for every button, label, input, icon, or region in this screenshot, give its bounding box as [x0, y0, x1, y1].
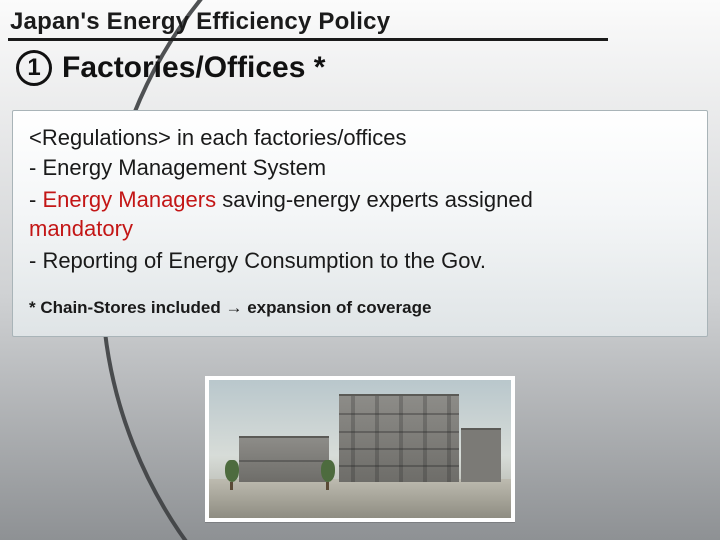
regulations-panel: <Regulations> in each factories/offices … — [12, 110, 708, 337]
photo-building — [461, 428, 501, 482]
photo-building — [239, 436, 329, 482]
bullet-item: - Energy Managers saving-energy experts … — [29, 185, 691, 244]
regulations-tail: in each factories/offices — [171, 125, 407, 150]
bullet-mid: saving-energy experts assigned — [216, 187, 533, 212]
bullet-prefix: - — [29, 187, 42, 212]
photo-tree-icon — [225, 460, 239, 482]
bullet-list: - Energy Management System - Energy Mana… — [29, 153, 691, 276]
circled-number-icon: 1 — [16, 50, 52, 86]
photo-frame — [205, 376, 515, 522]
photo-ground — [209, 479, 511, 518]
title-underline — [8, 38, 608, 41]
slide: Japan's Energy Efficiency Policy 1 Facto… — [0, 0, 720, 540]
bullet-item: - Reporting of Energy Consumption to the… — [29, 246, 691, 276]
factory-photo-placeholder — [209, 380, 511, 518]
highlight-text: Energy Managers — [42, 187, 216, 212]
section-heading-text: Factories/Offices * — [62, 51, 325, 85]
photo-building — [339, 394, 459, 482]
footnote: * Chain-Stores included → expansion of c… — [29, 298, 691, 318]
section-heading: 1 Factories/Offices * — [16, 50, 325, 86]
photo-tree-icon — [321, 460, 335, 482]
highlight-text: mandatory — [29, 216, 133, 241]
photo-tree-trunk — [326, 482, 329, 490]
bullet-item: - Energy Management System — [29, 153, 691, 183]
page-title: Japan's Energy Efficiency Policy — [10, 8, 390, 40]
regulations-label: <Regulations> — [29, 125, 171, 150]
photo-tree-trunk — [230, 482, 233, 490]
regulations-line: <Regulations> in each factories/offices — [29, 125, 691, 151]
